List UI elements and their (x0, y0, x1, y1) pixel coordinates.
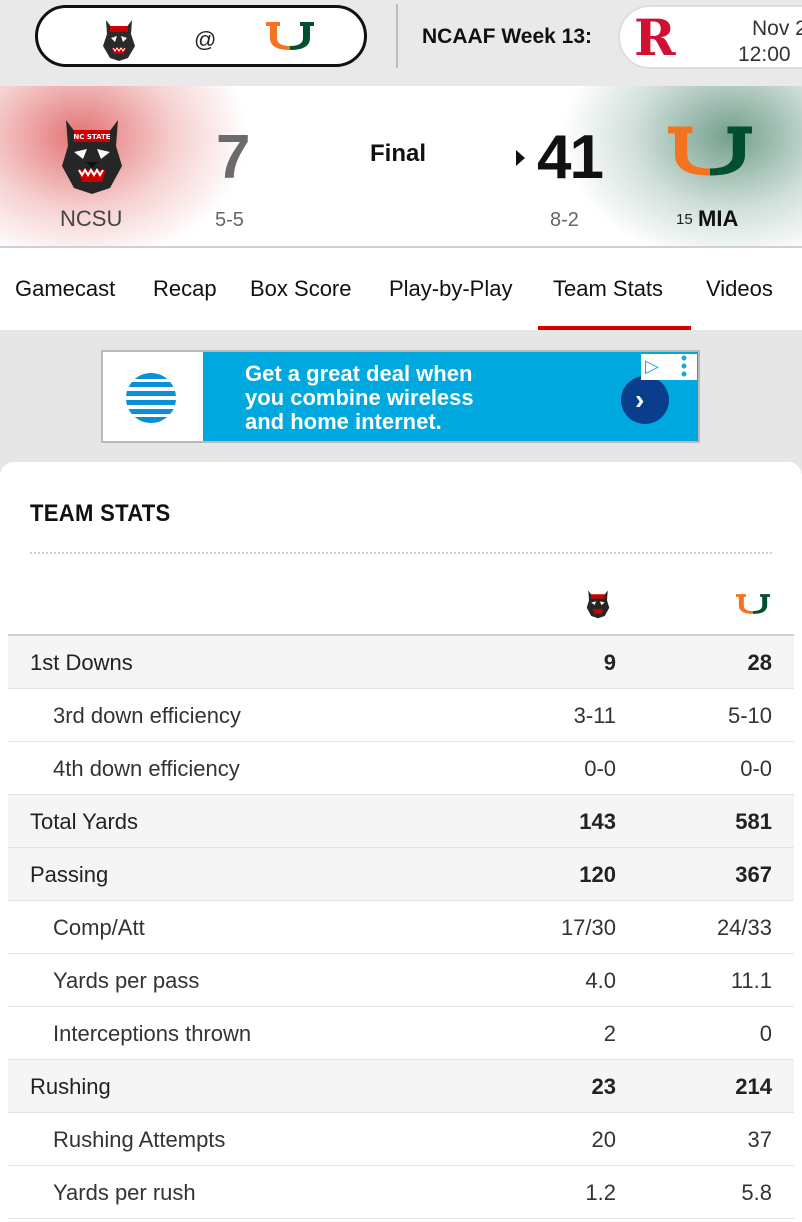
table-row: Total Yards 143 581 (8, 795, 794, 848)
stat-label: 3rd down efficiency (53, 703, 241, 728)
stat-label: Interceptions thrown (53, 1021, 252, 1046)
chevron-right-icon: › (635, 384, 645, 415)
stat-label: Total Yards (30, 809, 139, 834)
next-game-pill[interactable]: R Nov 2 12:00 (618, 5, 802, 69)
away-stat-value: 0 (759, 1021, 772, 1046)
away-stat-value: 37 (747, 1127, 772, 1152)
tab-box-score[interactable]: Box Score (250, 276, 352, 301)
ncsu-wolf-logo-icon (586, 590, 610, 619)
stat-label: 4th down efficiency (53, 756, 240, 781)
home-team-record: 5-5 (215, 209, 244, 231)
home-stat-value: 143 (579, 809, 616, 834)
miami-u-logo-icon[interactable] (668, 126, 752, 176)
tab-team-stats[interactable]: Team Stats (553, 276, 664, 301)
scores-strip: @ NCAAF Week 13: R Nov 2 12:00 (0, 0, 802, 86)
table-row: Interceptions thrown 2 0 (8, 1007, 794, 1060)
table-row: Passing 120 367 (8, 848, 794, 901)
home-stat-value: 2 (603, 1021, 616, 1046)
home-team-abbr[interactable]: NCSU (60, 206, 123, 231)
game-score-header: NC STATE NCSU 7 5-5 Final 41 8-2 15 MIA (0, 86, 802, 248)
home-stat-value: 4.0 (585, 968, 616, 993)
home-stat-value: 17/30 (560, 915, 616, 940)
away-stat-value: 581 (735, 809, 772, 834)
advertisement-banner[interactable]: Get a great deal when you combine wirele… (101, 350, 700, 443)
home-stat-value: 0-0 (584, 756, 616, 781)
table-row: 1st Downs 9 28 (8, 636, 794, 689)
tab-gamecast[interactable]: Gamecast (15, 276, 116, 301)
matchup-at-symbol: @ (194, 27, 217, 52)
away-stat-value: 11.1 (730, 968, 772, 993)
more-options-icon[interactable]: • • • (680, 350, 688, 384)
stat-label: Rushing (30, 1074, 111, 1099)
ad-text-line: Get a great deal when (245, 361, 473, 386)
table-row: Rushing Attempts 20 37 (8, 1113, 794, 1166)
stat-label: Yards per rush (53, 1180, 196, 1205)
stat-label: Yards per pass (53, 968, 200, 993)
stat-label: Comp/Att (53, 915, 145, 940)
team-stats-card: TEAM STATS 1st Downs 9 28 3rd down effic… (0, 462, 802, 1222)
team-stats-table: 1st Downs 9 28 3rd down efficiency 3-11 … (8, 636, 794, 1219)
ad-text-line: you combine wireless (245, 385, 474, 410)
scoreboard-game-pill[interactable]: @ (35, 5, 367, 67)
ad-choices-badge[interactable]: ▷ • • • (641, 350, 697, 384)
away-stat-value: 214 (735, 1074, 772, 1099)
away-stat-value: 5-10 (727, 703, 772, 728)
miami-u-logo-icon (266, 22, 314, 50)
ad-text-line: and home internet. (245, 409, 442, 434)
home-stat-value: 23 (591, 1074, 616, 1099)
table-row: 4th down efficiency 0-0 0-0 (8, 742, 794, 795)
tab-videos[interactable]: Videos (706, 276, 773, 301)
table-header-divider (8, 634, 794, 636)
next-game-date: Nov 2 (752, 17, 802, 40)
away-stat-value: 0-0 (740, 756, 772, 781)
away-team-abbr[interactable]: MIA (698, 206, 739, 231)
away-stat-value: 5.8 (741, 1180, 772, 1205)
tab-recap[interactable]: Recap (153, 276, 217, 301)
ncsu-wolf-logo-icon (103, 20, 135, 61)
home-stat-value: 1.2 (585, 1180, 616, 1205)
away-stat-value: 367 (735, 862, 772, 887)
away-team-record: 8-2 (550, 209, 579, 231)
game-status: Final (370, 140, 427, 167)
ad-cta-button[interactable]: › (621, 376, 669, 424)
title-divider (30, 552, 772, 554)
table-row: 3rd down efficiency 3-11 5-10 (8, 689, 794, 742)
team-stats-title: TEAM STATS (30, 500, 171, 527)
stat-label: Passing (30, 862, 109, 887)
table-row: Comp/Att 17/30 24/33 (8, 901, 794, 954)
next-game-time: 12:00 (738, 43, 791, 66)
table-row: Yards per rush 1.2 5.8 (8, 1166, 794, 1219)
att-globe-logo-icon (126, 373, 176, 423)
home-stat-value: 3-11 (573, 703, 616, 728)
ad-logo-panel (103, 352, 203, 441)
week-label: NCAAF Week 13: (422, 25, 592, 48)
stat-label: 1st Downs (30, 650, 133, 675)
table-row: Yards per pass 4.0 11.1 (8, 954, 794, 1007)
rutgers-r-logo-icon: R (634, 8, 676, 67)
tab-play-by-play[interactable]: Play-by-Play (389, 276, 513, 301)
stat-label: Rushing Attempts (53, 1127, 226, 1152)
away-team-rank: 15 (676, 211, 693, 228)
game-tabs: Gamecast Recap Box Score Play-by-Play Te… (0, 248, 802, 330)
table-row: Rushing 23 214 (8, 1060, 794, 1113)
home-stat-value: 20 (591, 1127, 616, 1152)
home-team-color-glow (0, 86, 250, 246)
home-stat-value: 9 (603, 650, 616, 675)
away-team-score: 41 (537, 123, 604, 192)
home-team-score: 7 (216, 123, 251, 192)
home-stat-value: 120 (579, 862, 616, 887)
active-tab-indicator (538, 326, 691, 330)
ad-choices-icon: ▷ (645, 356, 659, 376)
winner-arrow-icon (516, 150, 525, 166)
ncsu-wolf-logo-icon[interactable]: NC STATE (60, 116, 124, 196)
away-stat-value: 24/33 (716, 915, 772, 940)
strip-divider (396, 4, 398, 68)
miami-u-logo-icon (736, 594, 770, 614)
ad-headline: Get a great deal when you combine wirele… (245, 362, 585, 434)
svg-text:NC STATE: NC STATE (73, 133, 110, 141)
away-stat-value: 28 (747, 650, 772, 675)
